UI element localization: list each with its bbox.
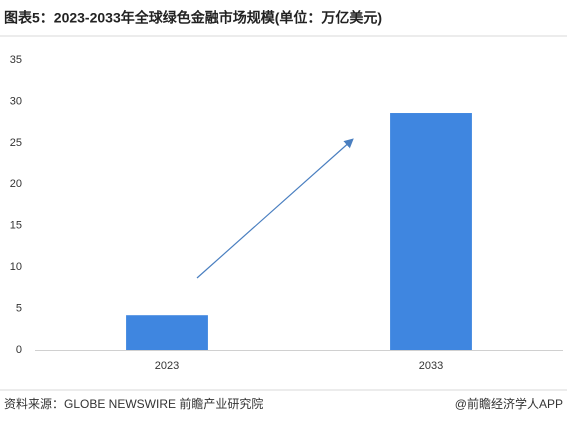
y-tick-label: 30 <box>10 95 22 107</box>
y-tick-label: 25 <box>10 137 22 149</box>
credit: @前瞻经济学人APP <box>455 396 563 411</box>
y-tick-label: 20 <box>10 178 22 190</box>
y-tick-label: 10 <box>10 261 22 273</box>
bar <box>126 315 208 350</box>
x-tick-label: 2033 <box>419 360 443 372</box>
y-tick-label: 0 <box>16 344 22 356</box>
y-tick-label: 35 <box>10 54 22 66</box>
x-tick-label: 2023 <box>155 360 179 372</box>
y-tick-label: 5 <box>16 302 22 314</box>
source: 资料来源：GLOBE NEWSWIRE 前瞻产业研究院 <box>4 396 263 411</box>
trend-arrow <box>196 138 354 279</box>
bar <box>390 113 472 351</box>
chart-title: 图表5：2023-2033年全球绿色金融市场规模(单位：万亿美元) <box>4 10 382 26</box>
y-tick-label: 15 <box>10 220 22 232</box>
